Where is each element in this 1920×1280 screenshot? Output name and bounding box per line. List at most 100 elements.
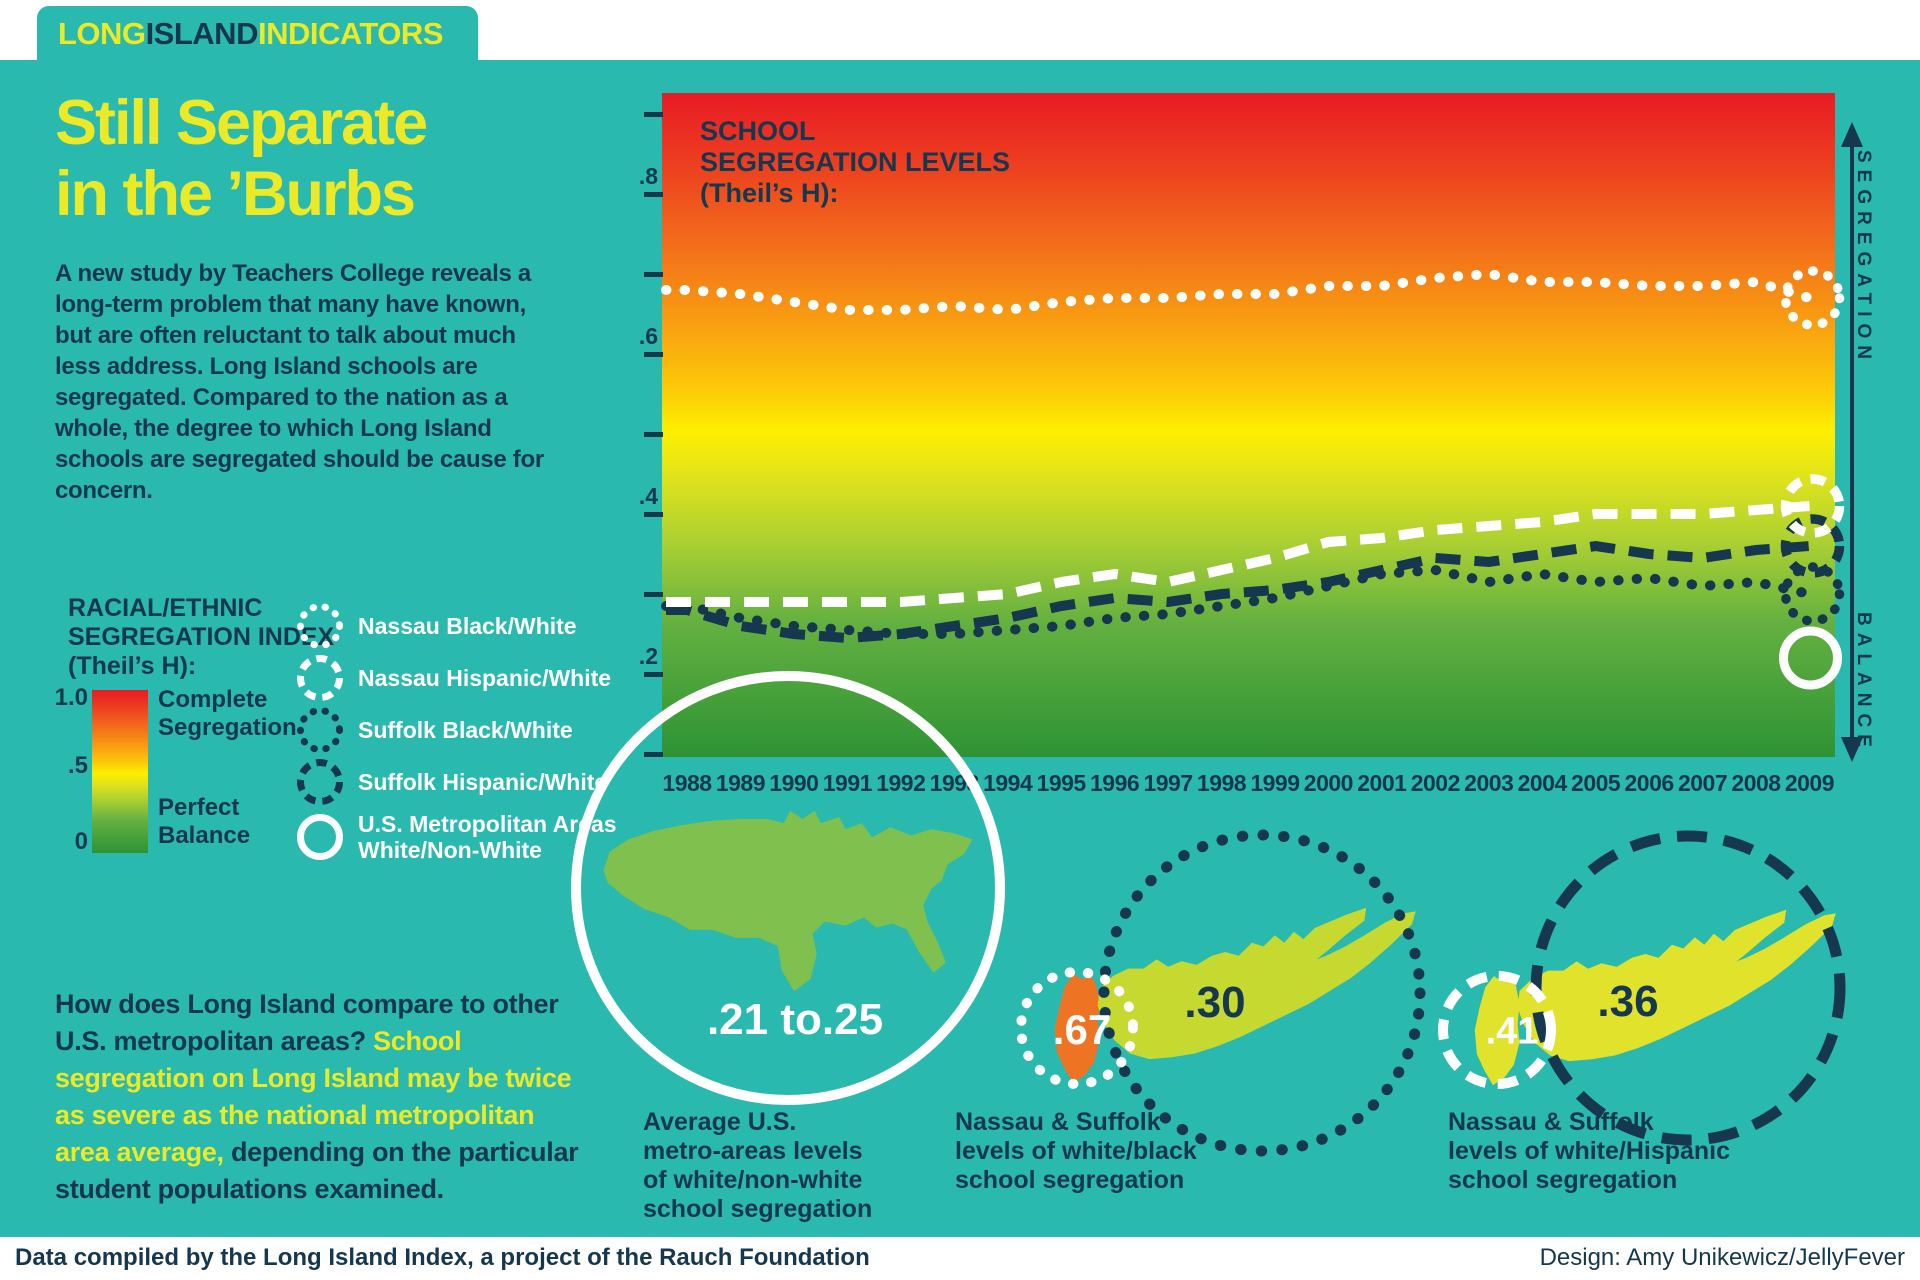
legend-label: Nassau Hispanic/White <box>358 665 612 691</box>
index-legend-title: RACIAL/ETHNIC SEGREGATION INDEX (Theil’s… <box>68 594 335 680</box>
footer-credit-data: Data compiled by the Long Island Index, … <box>15 1244 870 1271</box>
x-tick-label: 2002 <box>1410 770 1461 796</box>
series-end-marker <box>1780 562 1845 626</box>
dotted-white-circle-icon <box>297 603 343 649</box>
y-tick <box>644 352 663 357</box>
hispanic-segregation-caption: Nassau & Suffolk levels of white/Hispani… <box>1448 1108 1731 1194</box>
suffolk-shape <box>1517 909 1836 1062</box>
scale-value-mid: .5 <box>67 752 88 779</box>
us-metro-caption: Average U.S. metro-areas levels of white… <box>643 1108 873 1223</box>
y-tick <box>644 512 663 517</box>
suffolk-hispanic-value: .36 <box>1597 977 1659 1026</box>
nassau-hispanic-value: .41 <box>1485 1010 1539 1053</box>
comparison-text-part3: depending on the particular student popu… <box>55 1137 579 1204</box>
brand-island: ISLAND <box>145 15 259 51</box>
suffolk-black-circle <box>1098 829 1426 1157</box>
scale-label-perfect-balance: Perfect Balance <box>158 794 251 849</box>
suffolk-black-value: .30 <box>1184 978 1246 1027</box>
series-line-suffolk-black-white <box>661 564 1815 639</box>
y-tick <box>644 272 663 277</box>
legend-item-nassau-hispanic-white: Nassau Hispanic/White <box>296 653 611 703</box>
comparison-text-part1: How does Long Island compare to other U.… <box>55 989 559 1056</box>
axis-label-balance: BALANCE <box>1853 612 1874 754</box>
x-tick-label: 2006 <box>1624 770 1675 796</box>
x-tick-label: 2001 <box>1357 770 1407 796</box>
legend-label: Suffolk Hispanic/White <box>358 769 608 795</box>
x-tick-label: 1999 <box>1250 770 1300 796</box>
comparison-text-part2: School segregation on Long Island may be… <box>55 1026 572 1167</box>
x-tick-label: 2009 <box>1784 770 1835 796</box>
nassau-black-circle <box>1016 967 1138 1089</box>
legend-item-suffolk-hispanic-white: Suffolk Hispanic/White <box>296 757 607 807</box>
x-tick-label: 2008 <box>1731 770 1781 796</box>
x-tick-label: 1991 <box>822 770 873 796</box>
x-tick-label: 1995 <box>1036 770 1087 796</box>
x-tick-label: 1997 <box>1143 770 1193 796</box>
series-end-marker <box>1780 514 1845 578</box>
black-segregation-caption: Nassau & Suffolk levels of white/black s… <box>955 1108 1197 1194</box>
x-tick-label: 2003 <box>1464 770 1514 796</box>
scale-value-top: 1.0 <box>54 684 88 711</box>
intro-paragraph: A new study by Teachers College reveals … <box>55 260 544 504</box>
long-island-map-black <box>1054 907 1416 1084</box>
x-tick-label: 2000 <box>1303 770 1354 796</box>
suffolk-hispanic-circle <box>1530 830 1846 1146</box>
us-metro-marker <box>1779 626 1842 690</box>
page-title: Still Separate in the ’Burbs <box>55 88 428 229</box>
solid-white-circle-icon <box>297 814 343 860</box>
y-tick <box>644 112 663 117</box>
y-tick <box>644 752 663 757</box>
scale-label-complete-segregation: Complete Segregation <box>158 686 297 741</box>
chart-plot-area <box>662 93 1835 757</box>
x-tick-label: 1990 <box>769 770 819 796</box>
scale-value-bottom: 0 <box>74 828 88 855</box>
y-tick-label: .8 <box>638 163 658 189</box>
series-line-nassau-black-white <box>661 268 1815 316</box>
brand-long: LONG <box>58 15 146 51</box>
chart-lines <box>661 266 1845 690</box>
x-tick-label: 1992 <box>876 770 926 796</box>
segregation-balance-arrow-icon <box>1841 122 1863 762</box>
dashed-white-circle-icon <box>297 655 343 701</box>
x-tick-label: 2007 <box>1677 770 1728 796</box>
comparison-text: How does Long Island compare to other U.… <box>55 986 590 1208</box>
legend-item-nassau-black-white: Nassau Black/White <box>296 601 577 651</box>
suffolk-shape <box>1097 907 1416 1060</box>
x-tick-label: 1988 <box>662 770 712 796</box>
x-tick-label: 1994 <box>983 770 1033 796</box>
legend-label: Suffolk Black/White <box>358 717 573 743</box>
x-tick-label: 1998 <box>1196 770 1247 796</box>
y-tick-label: .2 <box>638 643 658 669</box>
x-tick-label: 2004 <box>1517 770 1568 796</box>
y-tick <box>644 592 663 597</box>
us-metro-circle <box>571 671 1005 1105</box>
chart-title: SCHOOL SEGREGATION LEVELS (Theil’s H): <box>700 116 1011 208</box>
x-tick-label: 2005 <box>1571 770 1621 796</box>
y-tick-label: .6 <box>638 323 658 349</box>
y-tick <box>644 192 663 197</box>
x-tick-label: 1989 <box>715 770 766 796</box>
nassau-hispanic-circle <box>1438 971 1556 1089</box>
us-map <box>603 810 973 992</box>
long-island-map-hispanic <box>1474 909 1836 1086</box>
series-end-marker <box>1780 474 1845 538</box>
series-line-suffolk-hispanic-white <box>666 540 1810 644</box>
series-line-nassau-hispanic-white <box>666 501 1810 607</box>
nassau-shape <box>1054 972 1100 1084</box>
series-end-marker <box>1780 266 1845 330</box>
segregation-scale-bar <box>92 690 148 853</box>
footer-credit-design: Design: Amy Unikewicz/JellyFever <box>1539 1244 1905 1271</box>
legend-label: Nassau Black/White <box>358 613 577 639</box>
brand-indicators: INDICATORS <box>257 15 444 51</box>
x-tick-label: 1996 <box>1090 770 1140 796</box>
dotted-navy-circle-icon <box>297 707 343 753</box>
y-tick <box>644 432 663 437</box>
dashed-navy-circle-icon <box>297 759 343 805</box>
nassau-black-value: .67 <box>1052 1006 1112 1053</box>
axis-label-segregation: SEGREGATION <box>1853 150 1874 366</box>
nassau-shape <box>1474 974 1520 1086</box>
y-tick-label: .4 <box>638 483 658 509</box>
legend-item-suffolk-black-white: Suffolk Black/White <box>296 705 573 755</box>
y-tick <box>644 672 663 677</box>
